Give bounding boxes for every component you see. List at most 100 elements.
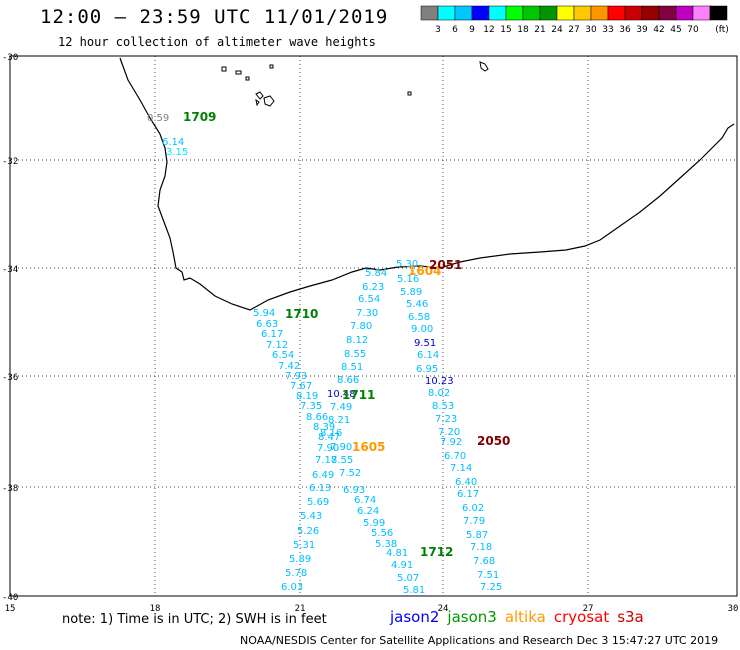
- satellite-jason2: jason2: [390, 608, 440, 626]
- swh-reading: 8.21: [328, 415, 350, 426]
- swh-reading: 6.24: [357, 506, 379, 517]
- lat-label: -38: [2, 484, 18, 494]
- legend-swatch: [607, 5, 626, 21]
- swh-reading: 7.55: [331, 455, 353, 466]
- swh-reading: 3.15: [166, 147, 188, 158]
- swh-reading: 6.14: [417, 350, 439, 361]
- lon-label: 30: [728, 604, 739, 614]
- swh-reading: 6.02: [462, 503, 484, 514]
- swh-reading: 7.90: [330, 442, 352, 453]
- island: [255, 98, 260, 107]
- swh-reading: 7.23: [435, 414, 457, 425]
- swh-reading: 5.89: [400, 287, 422, 298]
- swh-reading: 7.25: [480, 582, 502, 593]
- island: [407, 91, 412, 96]
- lat-label: -30: [2, 53, 18, 63]
- legend-label: 36: [619, 25, 631, 35]
- swh-reading: 7.35: [300, 401, 322, 412]
- satellite-cryosat: cryosat: [553, 608, 610, 626]
- swh-reading: 7.14: [450, 463, 472, 474]
- pass-label: 1712: [420, 545, 453, 559]
- legend-swatch: [471, 5, 490, 21]
- legend-swatch: [675, 5, 694, 21]
- satellite-s3a: s3a: [617, 608, 644, 626]
- legend-label: 30: [585, 25, 597, 35]
- swh-reading: 9.51: [414, 338, 436, 349]
- swh-reading: 5.43: [300, 511, 322, 522]
- swh-reading: 8.16: [320, 428, 342, 439]
- swh-reading: 7.42: [278, 361, 300, 372]
- swh-reading: 5.16: [397, 274, 419, 285]
- legend-swatch: [505, 5, 524, 21]
- island: [269, 64, 274, 69]
- pass-label: 1605: [352, 440, 385, 454]
- swh-reading: 8.19: [296, 391, 318, 402]
- swh-reading: 8.02: [428, 388, 450, 399]
- swh-reading: 5.99: [363, 518, 385, 529]
- lon-label: 27: [583, 604, 594, 614]
- legend-label: 21: [534, 25, 545, 35]
- swh-reading: 7.93: [285, 371, 307, 382]
- footnote: note: 1) Time is in UTC; 2) SWH is in fe…: [62, 612, 327, 627]
- swh-reading: 8.47: [318, 432, 340, 443]
- swh-reading: 10.23: [425, 376, 454, 387]
- legend-label: 45: [670, 25, 681, 35]
- pass-label: 1604: [408, 264, 441, 278]
- swh-reading: 7.90: [317, 443, 339, 454]
- coastline: [119, 57, 735, 311]
- swh-reading: 6.54: [358, 294, 380, 305]
- legend-label: 27: [568, 25, 579, 35]
- pass-label: 2051: [429, 258, 462, 272]
- swh-reading: 6.14: [162, 137, 184, 148]
- legend-swatch: [556, 5, 575, 21]
- swh-reading: 7.18: [315, 455, 337, 466]
- swh-reading: 8.39: [313, 422, 335, 433]
- swh-reading: 6.95: [416, 364, 438, 375]
- legend-label: 39: [636, 25, 648, 35]
- map-title: 12:00 – 23:59 UTC 11/01/2019: [40, 6, 389, 28]
- legend-swatch: [522, 5, 541, 21]
- legend-label: 42: [653, 25, 664, 35]
- swh-reading: 6.58: [408, 312, 430, 323]
- swh-reading: 8.53: [432, 401, 454, 412]
- island: [221, 66, 227, 72]
- swh-reading: 7.51: [477, 570, 499, 581]
- legend-label: 33: [602, 25, 613, 35]
- lon-label: 18: [150, 604, 161, 614]
- legend-swatch: [454, 5, 473, 21]
- lat-label: -36: [2, 373, 18, 383]
- map-subtitle: 12 hour collection of altimeter wave hei…: [58, 35, 376, 49]
- swh-reading: 5.56: [371, 528, 393, 539]
- swh-reading: 7.49: [330, 402, 352, 413]
- satellite-legend: jason2 jason3 altika cryosat s3a: [390, 608, 652, 626]
- legend-swatch: [624, 5, 643, 21]
- color-legend: 3 6 9 12 15 18 21 24 27 30 33 36 39 42 45 70 (ft): [420, 5, 729, 35]
- islands: [221, 61, 489, 107]
- pass-label: 1710: [285, 307, 318, 321]
- wave-height-readings: 0.596.143.155.946.636.177.126.547.427.93…: [147, 113, 502, 596]
- island: [235, 70, 242, 75]
- legend-swatch: [539, 5, 558, 21]
- swh-reading: 8.66: [306, 412, 328, 423]
- swh-reading: 5.84: [365, 268, 387, 279]
- swh-reading: 5.81: [403, 585, 425, 596]
- legend-swatch: [709, 5, 728, 21]
- swh-reading: 6.23: [362, 282, 384, 293]
- swh-reading: 6.93: [343, 485, 365, 496]
- island: [479, 61, 489, 72]
- island: [255, 91, 264, 100]
- swh-reading: 6.70: [444, 451, 466, 462]
- satellite-jason3: jason3: [447, 608, 497, 626]
- satellite-altika: altika: [504, 608, 546, 626]
- swh-reading: 6.74: [354, 495, 376, 506]
- legend-label: 3: [435, 25, 441, 35]
- legend-label: 6: [452, 25, 458, 35]
- legend-label: (ft): [715, 25, 729, 35]
- swh-reading: 5.87: [466, 530, 488, 541]
- legend-swatch: [420, 5, 439, 21]
- credit-line: NOAA/NESDIS Center for Satellite Applica…: [240, 634, 719, 647]
- legend-swatch: [488, 5, 507, 21]
- swh-reading: 4.81: [386, 548, 408, 559]
